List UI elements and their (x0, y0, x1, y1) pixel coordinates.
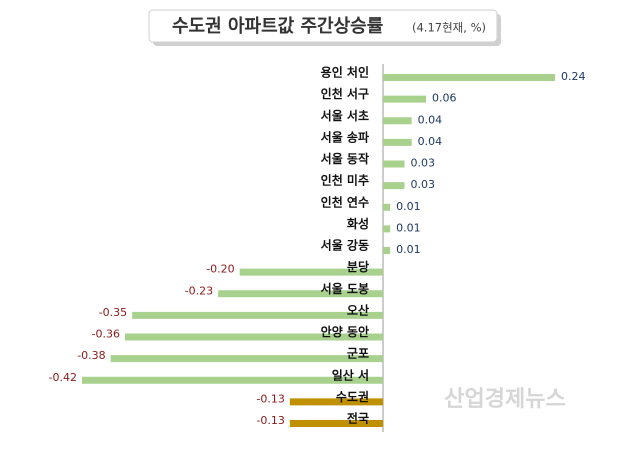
chart-subtitle: (4.17현재, %) (412, 21, 486, 35)
value-label: 0.04 (418, 113, 443, 126)
category-label: 용인 처인 (321, 65, 369, 80)
chart-title: 수도권 아파트값 주간상승률 (172, 16, 383, 37)
bar (125, 333, 383, 341)
bar (383, 74, 555, 81)
bar (289, 398, 383, 406)
value-label: -0.23 (185, 284, 213, 297)
bar (110, 355, 384, 363)
bar (383, 95, 426, 103)
category-label: 서울 서초 (321, 108, 369, 123)
category-label: 안양 동안 (321, 324, 369, 339)
value-label: 0.03 (411, 157, 436, 170)
value-label: -0.36 (92, 328, 120, 341)
value-label: -0.38 (77, 349, 105, 362)
category-label: 서울 송파 (321, 129, 369, 144)
value-label: 0.01 (396, 200, 421, 213)
bar (383, 160, 405, 168)
value-label: -0.35 (99, 306, 127, 319)
value-label: 0.06 (432, 92, 457, 105)
category-label: 인천 서구 (321, 86, 369, 101)
bar (383, 225, 391, 233)
bar (383, 117, 412, 125)
bar (383, 247, 391, 254)
category-label: 화성 (347, 216, 369, 231)
category-label: 오산 (347, 302, 369, 317)
category-label: 인천 연수 (321, 194, 369, 209)
value-label: 0.01 (396, 221, 421, 234)
value-label: -0.13 (256, 392, 284, 405)
category-label: 수도권 (336, 390, 369, 404)
category-label: 서울 도봉 (321, 281, 369, 296)
bar (289, 420, 383, 427)
category-label: 분당 (347, 259, 369, 274)
category-label: 서울 강동 (321, 238, 369, 253)
category-label: 전국 (347, 411, 369, 426)
value-label: -0.13 (256, 414, 284, 427)
bar (383, 138, 412, 146)
category-label: 일산 서 (332, 367, 369, 382)
watermark: 산업경제뉴스 (444, 387, 565, 412)
category-label: 인천 미추 (321, 173, 369, 188)
title-box (148, 9, 498, 43)
category-label: 군포 (347, 347, 369, 361)
bar (383, 182, 405, 190)
value-label: 0.03 (411, 178, 436, 191)
value-label: 0.01 (396, 243, 421, 256)
value-label: -0.42 (49, 371, 77, 384)
bar (82, 376, 383, 384)
value-label: -0.20 (206, 263, 234, 276)
bar (383, 203, 391, 211)
bar (218, 290, 383, 298)
bar (132, 311, 383, 319)
bar (239, 268, 383, 276)
value-label: 0.04 (418, 135, 443, 148)
category-label: 서울 동작 (321, 151, 369, 166)
value-label: 0.24 (561, 70, 586, 83)
